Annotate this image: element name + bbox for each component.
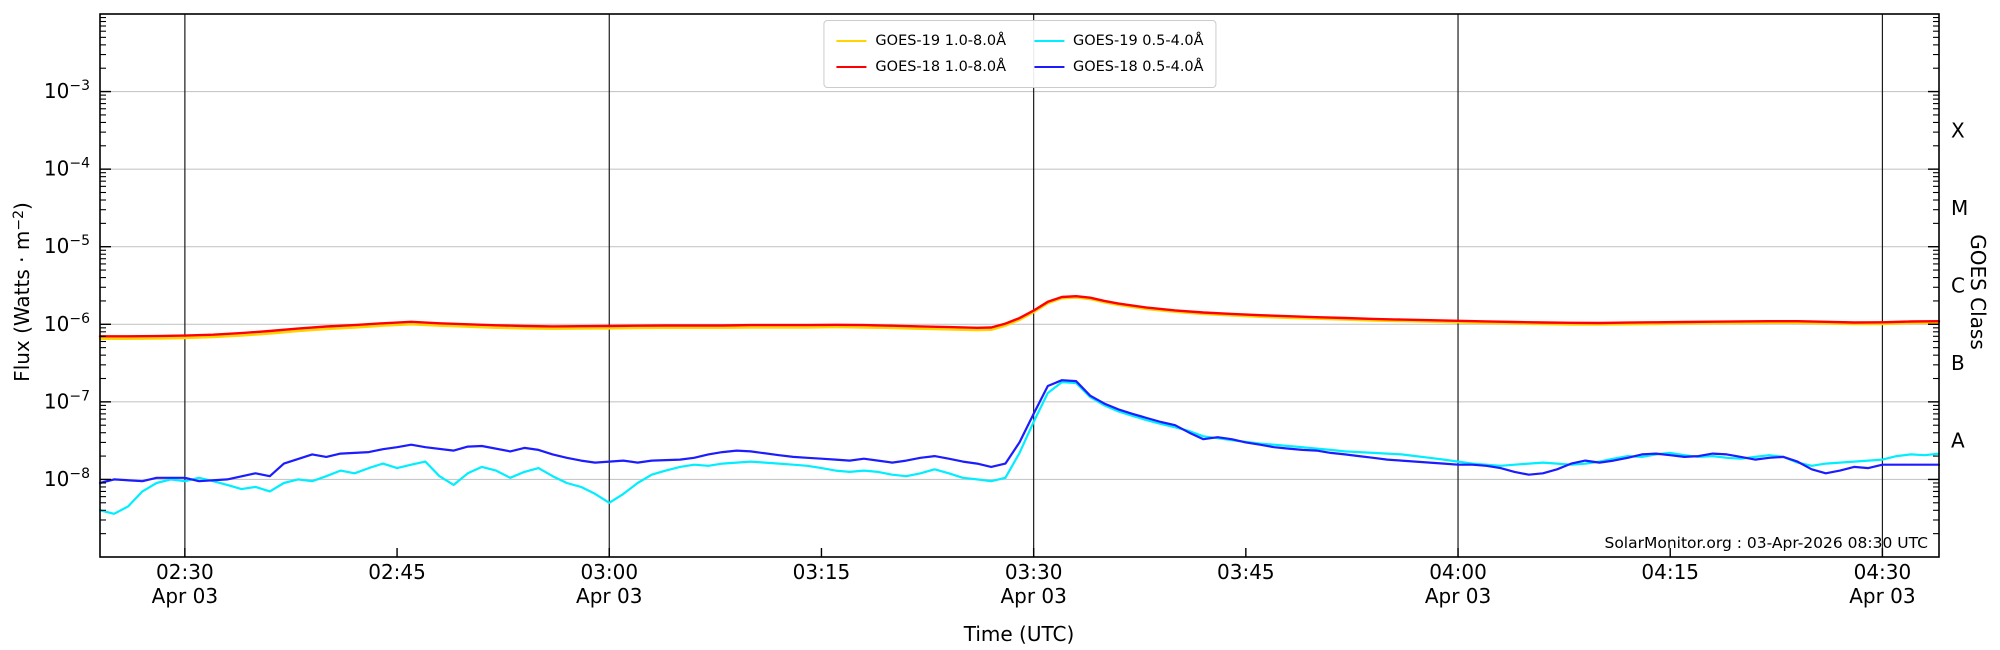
goes-class-letter-c: C <box>1951 274 1965 298</box>
legend-item: GOES-19 1.0-8.0Å <box>836 33 1006 49</box>
y-tick-labels: 10−3 10−4 10−5 10−6 10−7 10−8 <box>44 78 90 491</box>
y-axis-label-right: GOES Class <box>1966 234 1990 350</box>
goes-class-letter-m: M <box>1951 196 1968 220</box>
plot-border <box>99 13 1940 558</box>
x-tick-date-label: Apr 03 <box>1849 584 1915 608</box>
legend-line-swatch <box>1034 39 1064 43</box>
legend-label: GOES-19 0.5-4.0Å <box>1073 33 1204 49</box>
x-tick-label: 04:30 <box>1854 560 1912 584</box>
y-tick-label: 10−5 <box>44 233 90 258</box>
y-tick-label: 10−3 <box>44 78 90 103</box>
x-tick-label: 04:00 <box>1429 560 1487 584</box>
vertical-gridlines <box>184 14 1884 557</box>
legend-label: GOES-18 0.5-4.0Å <box>1073 59 1204 75</box>
legend-label: GOES-18 1.0-8.0Å <box>875 59 1006 75</box>
horizontal-gridlines <box>100 91 1939 480</box>
x-tick-date-label: Apr 03 <box>576 584 642 608</box>
axes-frame-and-ticks <box>99 13 1940 558</box>
series-lines <box>98 295 1941 515</box>
x-tick-label: 03:00 <box>580 560 638 584</box>
x-tick-label: 02:45 <box>368 560 426 584</box>
legend-line-swatch <box>836 39 867 43</box>
y-tick-label: 10−7 <box>44 388 90 413</box>
x-tick-date-label: Apr 03 <box>1000 584 1066 608</box>
legend: GOES-19 1.0-8.0Å GOES-18 1.0-8.0Å GOES-19 … <box>823 20 1217 88</box>
y-axis-label-left: Flux (Watts · m−2) <box>10 202 34 382</box>
y-tick-label: 10−4 <box>44 156 90 181</box>
x-tick-label: 02:30 <box>156 560 214 584</box>
watermark: SolarMonitor.org : 03-Apr-2026 08:30 UTC <box>1604 534 1928 552</box>
x-tick-date-label: Apr 03 <box>1425 584 1491 608</box>
x-tick-label: 03:15 <box>793 560 851 584</box>
goes-class-letter-x: X <box>1951 118 1965 142</box>
legend-item: GOES-18 1.0-8.0Å <box>836 59 1006 75</box>
y-tick-label: 10−6 <box>44 311 90 336</box>
x-tick-label: 03:30 <box>1005 560 1063 584</box>
x-tick-label: 04:15 <box>1641 560 1699 584</box>
legend-item: GOES-18 0.5-4.0Å <box>1034 59 1204 75</box>
y-tick-label: 10−8 <box>44 466 90 491</box>
goes-class-letters: X M C B A <box>1951 118 1968 452</box>
legend-item: GOES-19 0.5-4.0Å <box>1034 33 1204 49</box>
x-axis-label: Time (UTC) <box>963 622 1075 646</box>
legend-label: GOES-19 1.0-8.0Å <box>875 33 1006 49</box>
series-line-goes-18-1.0-8.0å <box>98 295 1941 338</box>
x-tick-date-label: Apr 03 <box>152 584 218 608</box>
goes-class-letter-b: B <box>1951 351 1965 375</box>
legend-line-swatch <box>836 65 867 69</box>
series-line-goes-18-0.5-4.0å <box>98 379 1941 485</box>
legend-line-swatch <box>1034 65 1064 69</box>
goes-class-letter-a: A <box>1951 429 1965 453</box>
x-tick-label: 03:45 <box>1217 560 1275 584</box>
series-line-goes-19-1.0-8.0å <box>98 296 1941 340</box>
